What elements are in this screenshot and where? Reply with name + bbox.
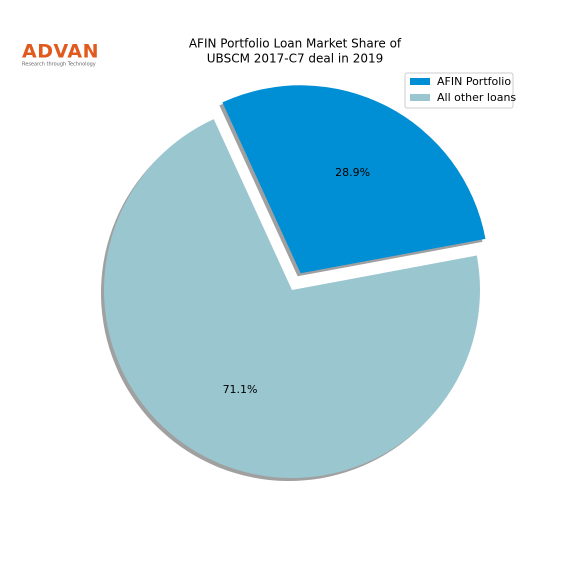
legend-swatch — [410, 94, 430, 101]
legend-swatch — [410, 78, 430, 85]
legend-label: AFIN Portfolio — [437, 75, 511, 88]
legend-frame — [404, 72, 514, 109]
chart-title: AFIN Portfolio Loan Market Share of — [189, 37, 402, 51]
logo-tagline: Research through Technology — [22, 62, 96, 68]
logo: ADVAN — [22, 41, 99, 63]
value-label: 28.9% — [335, 166, 370, 179]
chart-title: UBSCM 2017-C7 deal in 2019 — [207, 52, 383, 66]
legend-label: All other loans — [437, 91, 516, 104]
legend: AFIN Portfolio All other loans — [404, 72, 516, 109]
pie-slice — [222, 85, 486, 274]
value-label: 71.1% — [223, 383, 258, 396]
pie-slice — [103, 119, 480, 479]
